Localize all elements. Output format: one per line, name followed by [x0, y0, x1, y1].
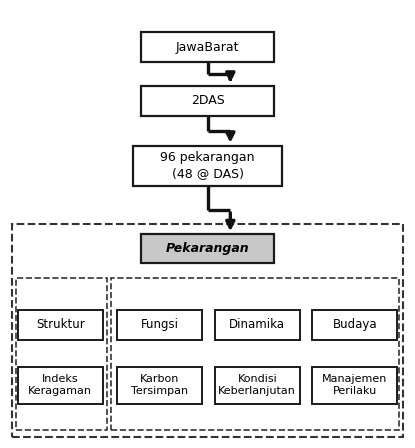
Bar: [133, 146, 282, 186]
Bar: [141, 234, 274, 263]
Text: Indeks
Keragaman: Indeks Keragaman: [28, 374, 92, 396]
Bar: [117, 310, 203, 340]
Text: Kondisi
Keberlanjutan: Kondisi Keberlanjutan: [218, 374, 296, 396]
Text: Karbon
Tersimpan: Karbon Tersimpan: [131, 374, 188, 396]
Text: 2DAS: 2DAS: [190, 94, 225, 108]
Bar: [141, 86, 274, 116]
Bar: [111, 278, 399, 430]
Text: JawaBarat: JawaBarat: [176, 40, 239, 54]
Bar: [12, 224, 403, 437]
Bar: [141, 32, 274, 62]
Text: Fungsi: Fungsi: [141, 318, 179, 332]
Text: Struktur: Struktur: [36, 318, 85, 332]
Bar: [117, 367, 203, 404]
Bar: [16, 278, 107, 430]
Bar: [215, 367, 300, 404]
Bar: [215, 310, 300, 340]
Text: Pekarangan: Pekarangan: [166, 242, 249, 255]
Bar: [312, 310, 397, 340]
Text: Budaya: Budaya: [332, 318, 377, 332]
Text: Dinamika: Dinamika: [229, 318, 285, 332]
Bar: [17, 310, 103, 340]
Bar: [17, 367, 103, 404]
Text: Manajemen
Perilaku: Manajemen Perilaku: [322, 374, 388, 396]
Bar: [312, 367, 397, 404]
Text: 96 pekarangan
(48 @ DAS): 96 pekarangan (48 @ DAS): [160, 151, 255, 180]
